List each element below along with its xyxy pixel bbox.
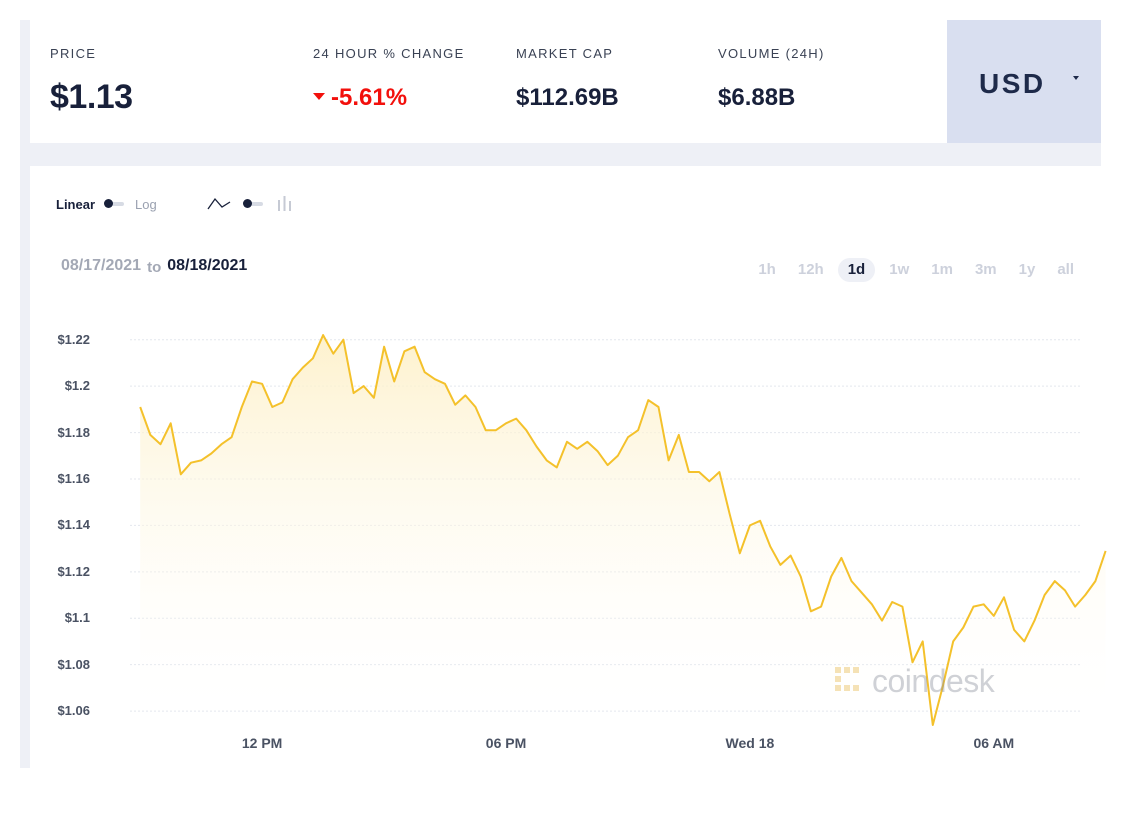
range-1w[interactable]: 1w <box>889 261 910 278</box>
date-from: 08/17/2021 <box>61 257 142 274</box>
y-tick-label: $1.18 <box>57 424 90 440</box>
range-12h[interactable]: 12h <box>797 261 824 278</box>
date-to: 08/18/2021 <box>167 257 248 274</box>
scale-toggle[interactable] <box>104 199 126 209</box>
chart-type-toggle[interactable] <box>242 199 265 209</box>
y-tick-label: $1.22 <box>57 331 90 347</box>
change-value: -5.61% <box>313 84 407 112</box>
candlestick-icon[interactable] <box>277 195 293 213</box>
date-range: 08/17/2021 to 08/18/2021 <box>61 257 248 276</box>
scale-toggle-track <box>110 202 125 206</box>
y-tick-label: $1.2 <box>64 378 90 394</box>
scale-linear-label[interactable]: Linear <box>56 196 96 212</box>
range-3m[interactable]: 3m <box>974 261 997 278</box>
market-cap-value: $112.69B <box>516 84 619 111</box>
range-1y[interactable]: 1y <box>1018 261 1036 278</box>
y-tick-label: $1.16 <box>57 470 90 486</box>
y-tick-label: $1.1 <box>64 610 90 626</box>
scale-log-label[interactable]: Log <box>135 196 157 212</box>
currency-select[interactable]: USD <box>947 20 1101 143</box>
chart-type-toggle-track <box>248 202 263 206</box>
range-1h[interactable]: 1h <box>758 261 776 278</box>
range-1d[interactable]: 1d <box>837 258 876 282</box>
x-tick-label: 12 PM <box>241 735 283 751</box>
x-tick-label: 06 PM <box>485 735 527 751</box>
currency-label: USD <box>979 68 1046 99</box>
volume-label: VOLUME (24H) <box>718 46 825 61</box>
change-value-text: -5.61% <box>331 84 408 111</box>
scale-toggle-knob <box>104 199 114 208</box>
x-tick-label: Wed 18 <box>725 735 775 751</box>
range-1m[interactable]: 1m <box>931 261 953 278</box>
change-label: 24 HOUR % CHANGE <box>313 46 465 61</box>
y-tick-label: $1.08 <box>57 656 90 672</box>
watermark-text: coindesk <box>872 662 995 699</box>
line-chart-icon[interactable] <box>207 197 231 211</box>
market-cap-label: MARKET CAP <box>516 46 614 61</box>
price-label: PRICE <box>50 46 97 61</box>
coindesk-watermark: coindesk <box>832 662 995 699</box>
caret-down-icon <box>313 93 325 101</box>
volume-value: $6.88B <box>718 84 796 111</box>
y-tick-label: $1.06 <box>57 703 90 719</box>
coindesk-logo-icon <box>835 667 859 691</box>
y-tick-label: $1.14 <box>57 517 90 533</box>
price-value: $1.13 <box>50 78 133 116</box>
x-tick-label: 06 AM <box>973 735 1015 751</box>
date-to-word: to <box>147 259 162 276</box>
range-tabs: 1h 12h 1d 1w 1m 3m 1y all <box>736 258 1074 282</box>
stats-bar: PRICE $1.13 24 HOUR % CHANGE -5.61% MARK… <box>30 20 947 143</box>
chevron-down-icon <box>1073 76 1079 80</box>
y-tick-label: $1.12 <box>57 563 90 579</box>
range-all[interactable]: all <box>1057 261 1074 278</box>
chart-controls: Linear Log <box>56 194 293 214</box>
chart-type-toggle-knob <box>242 199 252 208</box>
